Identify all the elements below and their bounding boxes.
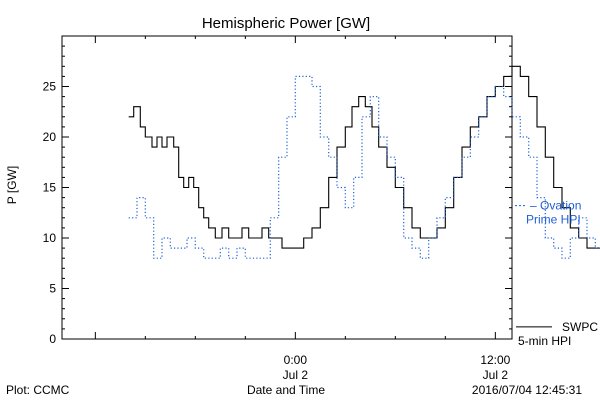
x-tick-label-time: 12:00 — [480, 353, 510, 367]
plot-credit: Plot: CCMC — [6, 383, 70, 397]
y-tick-label: 0 — [49, 332, 56, 346]
x-axis-label: Date and Time — [247, 383, 325, 397]
y-tick-label: 10 — [43, 231, 57, 245]
legend-label-ovation-line2: Prime HPI — [526, 213, 581, 227]
series-line-swpc-hpi — [128, 65, 600, 249]
y-tick-label: 5 — [49, 282, 56, 296]
x-tick-label-date: Jul 2 — [483, 368, 509, 382]
y-axis-label: P [GW] — [5, 166, 19, 204]
series-layer — [128, 65, 600, 259]
x-tick-label-time: 0:00 — [284, 353, 308, 367]
timestamp: 2016/07/04 12:45:31 — [472, 383, 582, 397]
x-tick-label-date: Jul 2 — [283, 368, 309, 382]
legend-label-swpc-line2: 5-min HPI — [518, 334, 571, 348]
y-tick-label: 25 — [43, 80, 57, 94]
legend-label-swpc-line1: SWPC — [562, 320, 598, 334]
plot-frame — [61, 35, 513, 340]
legend-label-ovation-line1: – Ovation — [530, 199, 581, 213]
chart-title: Hemispheric Power [GW] — [202, 15, 370, 32]
y-tick-label: 20 — [43, 130, 57, 144]
y-tick-label: 15 — [43, 181, 57, 195]
y-axis-ticks: 0 5 10 15 20 25 — [43, 45, 512, 346]
